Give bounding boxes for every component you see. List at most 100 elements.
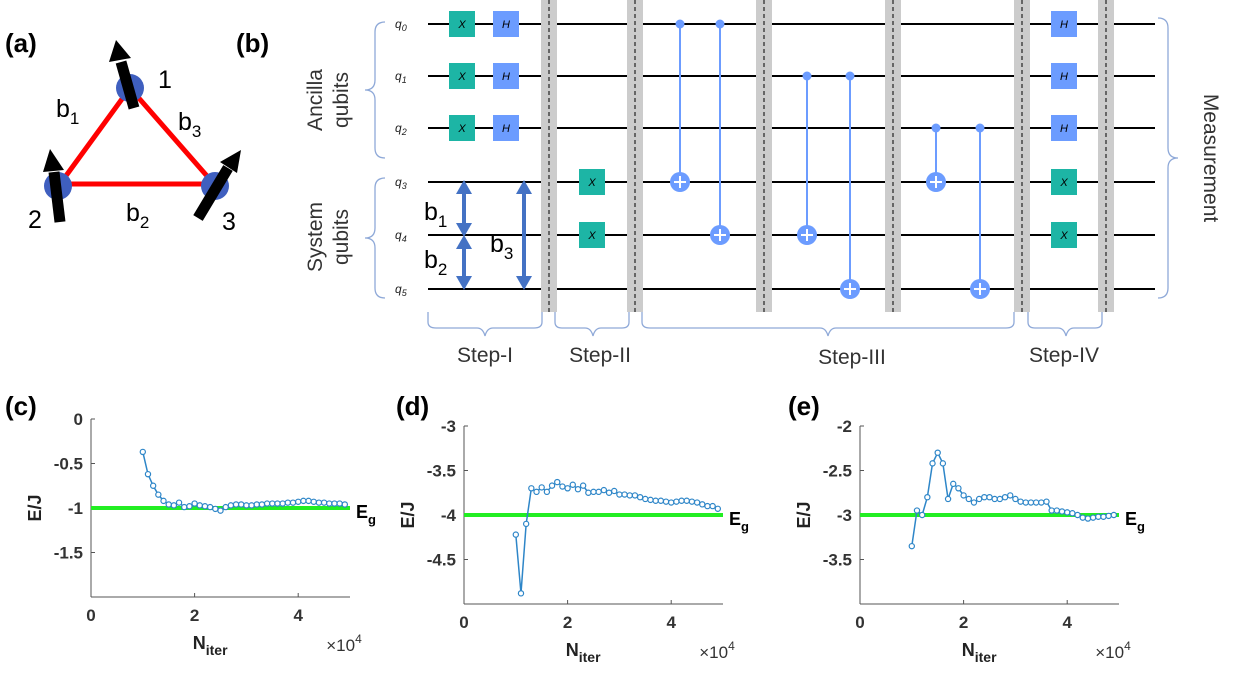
- y-tick-label: -4: [441, 506, 457, 525]
- data-point: [1095, 513, 1102, 520]
- spin-arrow-3-icon: [193, 150, 241, 221]
- data-point: [1048, 507, 1055, 514]
- barrier-4: [885, 0, 901, 312]
- step-i-brace: [427, 312, 543, 337]
- x-tick-label: 0: [86, 606, 95, 625]
- h-gate-q0: H: [1051, 11, 1077, 37]
- system-label-line1: System: [304, 202, 327, 272]
- data-point: [924, 494, 931, 501]
- x-gate-q3: X: [579, 169, 605, 195]
- bond-arrow-b3-icon: [516, 180, 532, 290]
- data-point: [305, 497, 312, 505]
- data-point: [918, 511, 926, 519]
- data-point: [559, 483, 566, 490]
- data-point: [621, 491, 628, 498]
- step-iv-label: Step-IV: [1029, 344, 1099, 367]
- data-point: [1007, 492, 1014, 499]
- data-point: [996, 495, 1004, 503]
- data-point: [1089, 514, 1097, 521]
- svg-text:X: X: [1059, 230, 1068, 242]
- bond-arrow-b2-label: b2: [424, 246, 447, 279]
- qubit-label-q0: q0: [395, 17, 407, 33]
- cnot-3: [797, 71, 817, 245]
- data-point: [595, 488, 602, 496]
- data-point: [186, 503, 193, 510]
- data-point: [636, 494, 644, 501]
- x-tick-label: 0: [459, 613, 468, 632]
- bond-b3-label: b3: [178, 108, 201, 141]
- x-tick-label: 2: [959, 613, 968, 632]
- data-point: [970, 499, 978, 506]
- data-point: [605, 489, 613, 496]
- data-point: [704, 502, 711, 510]
- h-gate-q1: H: [493, 63, 519, 89]
- data-point: [1105, 512, 1112, 520]
- panel-a: (a) 1 2 3 b1 b3 b2: [5, 28, 241, 236]
- data-point: [1043, 498, 1050, 505]
- y-axis-label: E/J: [25, 494, 45, 521]
- data-point: [326, 500, 333, 507]
- data-point: [201, 503, 209, 510]
- panel-c-label: (c): [5, 391, 37, 421]
- data-point: [512, 531, 520, 538]
- data-point: [279, 500, 286, 507]
- svg-text:X: X: [457, 71, 466, 83]
- data-point: [1058, 508, 1066, 515]
- data-point: [678, 497, 685, 504]
- panel-d-label: (d): [396, 391, 429, 421]
- data-point: [160, 497, 167, 505]
- data-point: [165, 501, 172, 508]
- x-multiplier-label: ×104: [326, 632, 362, 655]
- node-1-label: 1: [158, 66, 172, 94]
- y-tick-label: -3.5: [427, 462, 456, 481]
- data-point: [217, 507, 224, 514]
- qubit-label-q3: q3: [395, 175, 407, 191]
- data-point: [981, 494, 988, 501]
- ancilla-label-line1: Ancilla: [304, 69, 327, 131]
- data-point: [269, 500, 276, 507]
- data-point: [585, 489, 592, 496]
- data-point: [155, 491, 162, 498]
- data-point: [683, 497, 690, 504]
- step-ii-label: Step-II: [569, 344, 631, 367]
- data-point: [170, 502, 178, 509]
- data-point: [258, 501, 266, 508]
- cnot-4: [840, 71, 860, 299]
- x-tick-label: 4: [293, 606, 303, 625]
- data-point: [238, 501, 245, 508]
- edge-b3: [128, 86, 216, 186]
- data-point: [647, 496, 654, 504]
- qubit-label-q5: q5: [395, 282, 408, 298]
- cnot-6: [970, 123, 990, 299]
- ground-energy-label: Eg: [729, 509, 749, 534]
- x-tick-label: 2: [563, 613, 572, 632]
- data-point: [300, 497, 307, 505]
- x-gate-q3: X: [1051, 169, 1077, 195]
- data-point: [289, 499, 297, 506]
- panel-b: (b) Ancilla qubits System qubits Measure…: [236, 0, 1222, 369]
- barriers: [541, 0, 1114, 312]
- data-point: [626, 492, 633, 499]
- data-point: [191, 500, 198, 507]
- data-point: [222, 503, 229, 511]
- data-point: [579, 482, 587, 489]
- data-point: [548, 482, 556, 489]
- data-point: [1100, 513, 1107, 520]
- h-gate-q2: H: [493, 115, 519, 141]
- step-iii-label: Step-III: [818, 346, 886, 369]
- y-tick-label: -2.5: [823, 462, 852, 481]
- data-point: [569, 481, 576, 488]
- edge-b1: [57, 86, 133, 186]
- data-point: [1001, 494, 1009, 501]
- svg-text:H: H: [502, 123, 510, 135]
- y-tick-label: -3: [441, 417, 456, 436]
- data-point: [1017, 498, 1024, 505]
- y-tick-label: -2: [837, 417, 852, 436]
- data-point: [263, 500, 271, 507]
- energy-plot-d: -3 -3.5 -4 -4.5 0 2 4 E/J Niter ×104 Eg: [398, 417, 749, 665]
- data-point: [212, 505, 219, 513]
- data-point: [554, 478, 561, 486]
- data-point: [274, 500, 281, 507]
- svg-text:H: H: [1060, 19, 1068, 31]
